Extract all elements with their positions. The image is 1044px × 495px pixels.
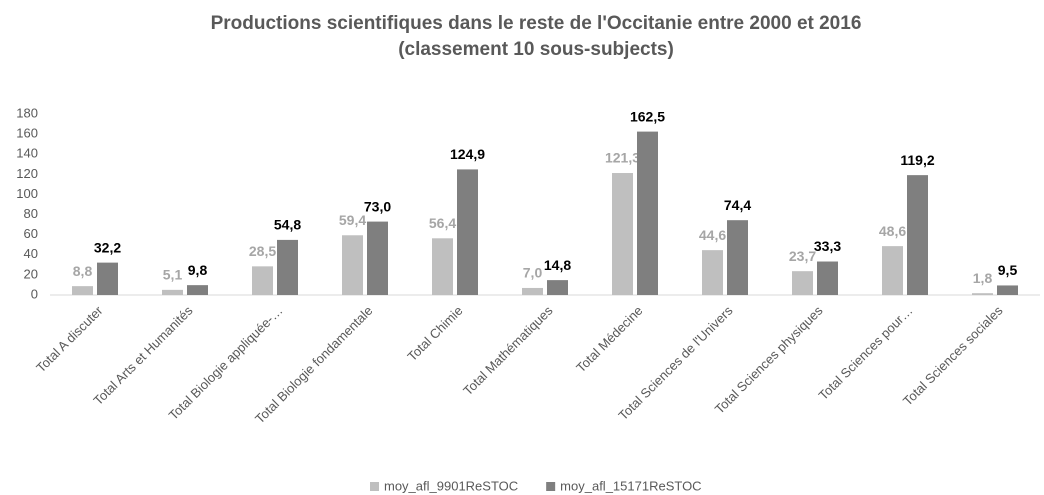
value-label: 44,6: [699, 227, 726, 243]
bar: [997, 285, 1018, 295]
y-tick-label: 140: [16, 146, 38, 161]
bar: [702, 250, 723, 295]
value-label: 33,3: [814, 238, 841, 254]
bar: [882, 246, 903, 295]
y-tick-label: 80: [24, 206, 38, 221]
y-tick-label: 160: [16, 126, 38, 141]
y-tick-label: 20: [24, 266, 38, 281]
value-label: 119,2: [900, 152, 934, 168]
bar: [367, 221, 388, 295]
bar: [252, 266, 273, 295]
bar: [342, 235, 363, 295]
value-label: 9,5: [998, 262, 1018, 278]
bar: [612, 173, 633, 295]
bar: [72, 286, 93, 295]
bar: [457, 169, 478, 295]
x-tick-label: Total Arts et Humanités: [90, 303, 195, 408]
bar: [522, 287, 543, 295]
bar: [97, 262, 118, 295]
legend-swatch: [370, 482, 379, 491]
value-label: 9,8: [188, 262, 208, 278]
bar: [817, 261, 838, 295]
y-tick-label: 0: [31, 286, 38, 301]
value-label: 48,6: [879, 223, 906, 239]
bar: [162, 289, 183, 295]
value-label: 162,5: [630, 108, 665, 124]
value-label: 28,5: [249, 243, 276, 259]
bar: [432, 238, 453, 295]
y-tick-label: 40: [24, 246, 38, 261]
bar: [727, 220, 748, 295]
bar: [907, 175, 928, 295]
value-label: 56,4: [429, 215, 456, 231]
y-tick-label: 100: [16, 186, 38, 201]
value-label: 32,2: [94, 239, 121, 255]
x-tick-label: Total Chimie: [404, 303, 465, 364]
x-tick-label: Total Sciences pour…: [816, 303, 916, 403]
value-label: 1,8: [973, 270, 993, 286]
value-label: 121,3: [605, 150, 640, 166]
value-label: 124,9: [450, 146, 485, 162]
value-label: 7,0: [523, 265, 543, 281]
x-tick-label: Total Mathématiques: [460, 303, 556, 399]
value-label: 5,1: [163, 267, 183, 283]
value-label: 23,7: [789, 248, 816, 264]
x-tick-label: Total A discuter: [33, 302, 106, 375]
value-label: 54,8: [274, 217, 301, 233]
x-tick-label: Total Sciences sociales: [900, 303, 1006, 409]
chart-subtitle: (classement 10 sous-subjects): [398, 39, 674, 60]
chart-title: Productions scientifiques dans le reste …: [211, 13, 862, 34]
legend-swatch: [546, 482, 556, 491]
legend-label: moy_afl_9901ReSTOC: [384, 478, 518, 493]
x-tick-label: Total Médecine: [573, 303, 645, 375]
y-tick-label: 120: [16, 166, 38, 181]
value-label: 73,0: [364, 198, 391, 214]
bar: [547, 280, 568, 295]
y-tick-label: 60: [24, 226, 38, 241]
y-tick-label: 180: [16, 105, 38, 120]
value-label: 8,8: [73, 263, 93, 279]
value-label: 59,4: [339, 212, 366, 228]
legend-label: moy_afl_15171ReSTOC: [560, 478, 701, 493]
bar: [972, 293, 993, 295]
value-label: 74,4: [724, 197, 751, 213]
bar: [792, 271, 813, 295]
bar: [637, 131, 658, 295]
value-label: 14,8: [544, 257, 571, 273]
bar: [277, 239, 298, 295]
bar: [187, 285, 208, 295]
